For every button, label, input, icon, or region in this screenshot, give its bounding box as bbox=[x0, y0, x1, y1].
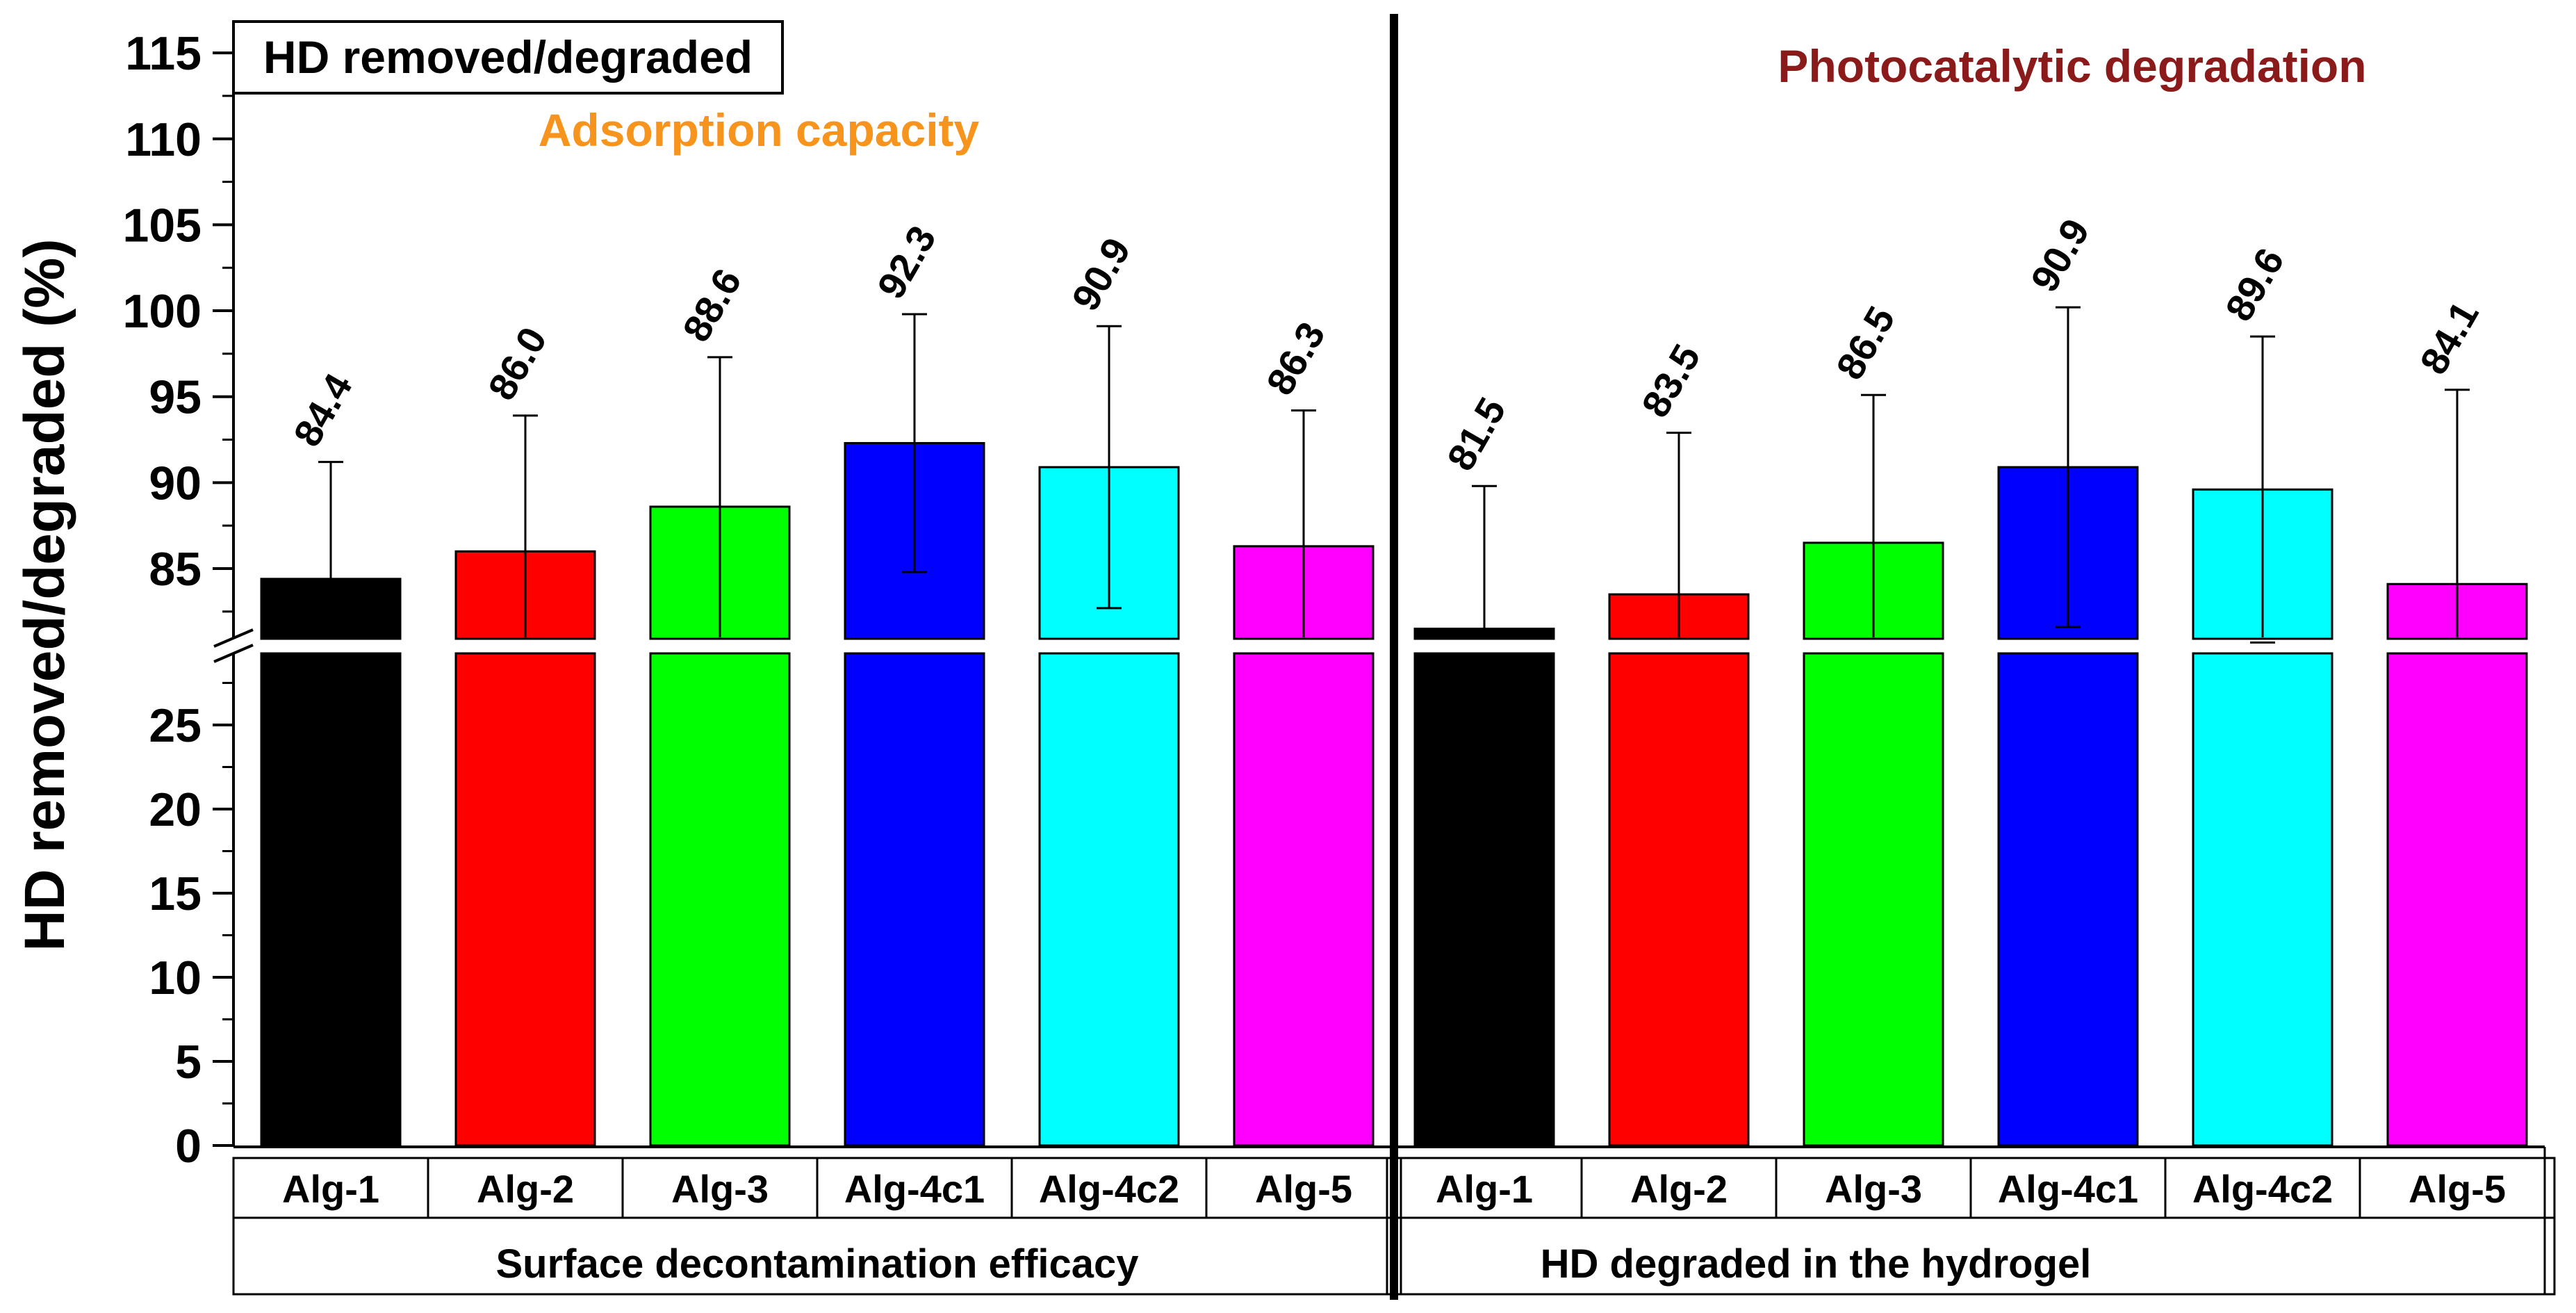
bar-alg-2-lower bbox=[1608, 652, 1750, 1147]
y-tick-label: 25 bbox=[149, 699, 202, 752]
bar-alg-5-lower bbox=[1233, 652, 1375, 1147]
value-label: 88.6 bbox=[674, 261, 750, 349]
value-label: 81.5 bbox=[1438, 390, 1514, 478]
y-tick-label: 115 bbox=[125, 27, 202, 80]
category-label: Alg-4c2 bbox=[2192, 1167, 2333, 1211]
photocatalytic-degradation-annotation: Photocatalytic degradation bbox=[1778, 40, 2366, 92]
value-label: 86.5 bbox=[1828, 299, 1903, 386]
value-label: 90.9 bbox=[2022, 211, 2098, 299]
bar-alg-1-lower bbox=[1413, 652, 1555, 1147]
value-label: 86.3 bbox=[1258, 315, 1334, 402]
y-tick-label: 95 bbox=[149, 371, 202, 424]
bar-alg-1-lower bbox=[260, 652, 402, 1147]
bar-alg-2-lower bbox=[454, 652, 596, 1147]
axis-break-mark bbox=[213, 644, 254, 663]
group-label-cell bbox=[1386, 1216, 2556, 1296]
category-label: Alg-4c2 bbox=[1039, 1167, 1179, 1211]
axes-layer bbox=[213, 14, 2546, 1300]
error-bars-layer bbox=[318, 306, 2470, 644]
y-axis-label: HD removed/degraded (%) bbox=[13, 238, 76, 951]
y-tick-label: 110 bbox=[125, 113, 202, 166]
bar-alg-4c1-lower bbox=[1997, 652, 2139, 1147]
adsorption-capacity-annotation: Adsorption capacity bbox=[539, 104, 980, 156]
category-labels-layer: Alg-1 Alg-2 Alg-3 Alg-4c1 Alg-4c2 Alg-5 Alg-1 A… bbox=[232, 1157, 2556, 1296]
category-label: Alg-5 bbox=[1255, 1167, 1352, 1211]
upper-y-tick-labels: 85 90 95 100 105 110 115 bbox=[123, 27, 233, 613]
value-label: 86.0 bbox=[479, 320, 555, 407]
category-label: Alg-1 bbox=[282, 1167, 379, 1211]
value-label: 83.5 bbox=[1633, 337, 1709, 425]
bar-alg-3-lower bbox=[1803, 652, 1944, 1147]
category-label: Alg-3 bbox=[671, 1167, 769, 1211]
value-label: 84.4 bbox=[285, 366, 361, 454]
y-tick-label: 20 bbox=[149, 783, 202, 836]
category-label: Alg-1 bbox=[1436, 1167, 1533, 1211]
y-tick-label: 5 bbox=[175, 1036, 202, 1088]
bars-layer bbox=[260, 441, 2528, 1147]
lower-y-tick-labels: 0 5 10 15 20 25 bbox=[149, 682, 233, 1173]
category-label: Alg-2 bbox=[1630, 1167, 1728, 1211]
y-tick-label: 105 bbox=[123, 199, 202, 252]
category-label: Alg-3 bbox=[1825, 1167, 1922, 1211]
y-tick-label: 90 bbox=[149, 457, 202, 509]
category-label: Alg-2 bbox=[477, 1167, 574, 1211]
y-tick-label: 15 bbox=[149, 867, 202, 920]
value-label: 90.9 bbox=[1063, 230, 1139, 318]
group-label-cell bbox=[232, 1216, 1402, 1296]
legend-box-label: HD removed/degraded bbox=[263, 31, 753, 83]
axis-break-mark bbox=[213, 628, 254, 648]
category-label: Alg-4c1 bbox=[844, 1167, 985, 1211]
value-label: 92.3 bbox=[869, 218, 944, 306]
value-label: 84.1 bbox=[2411, 294, 2487, 382]
bar-alg-4c2-lower bbox=[1038, 652, 1180, 1147]
bar-alg-4c1-lower bbox=[844, 652, 985, 1147]
bar-alg-3-lower bbox=[649, 652, 791, 1147]
legend-box bbox=[232, 20, 784, 95]
y-tick-label: 10 bbox=[149, 952, 202, 1004]
category-label: Alg-4c1 bbox=[1998, 1167, 2138, 1211]
group-label-surface-decontamination: Surface decontamination efficacy bbox=[495, 1241, 1138, 1287]
bar-alg-5-lower bbox=[2386, 652, 2528, 1147]
y-tick-label: 0 bbox=[175, 1120, 202, 1173]
bar-alg-4c2-lower bbox=[2192, 652, 2333, 1147]
y-tick-label: 100 bbox=[123, 285, 202, 338]
group-label-hd-degraded: HD degraded in the hydrogel bbox=[1541, 1241, 2092, 1287]
value-label: 89.6 bbox=[2217, 240, 2292, 328]
category-label: Alg-5 bbox=[2409, 1167, 2506, 1211]
value-labels-layer: 84.4 86.0 88.6 92.3 90.9 86.3 81.5 83.5 86.5 90.9… bbox=[285, 211, 2487, 478]
y-tick-label: 85 bbox=[149, 543, 202, 596]
